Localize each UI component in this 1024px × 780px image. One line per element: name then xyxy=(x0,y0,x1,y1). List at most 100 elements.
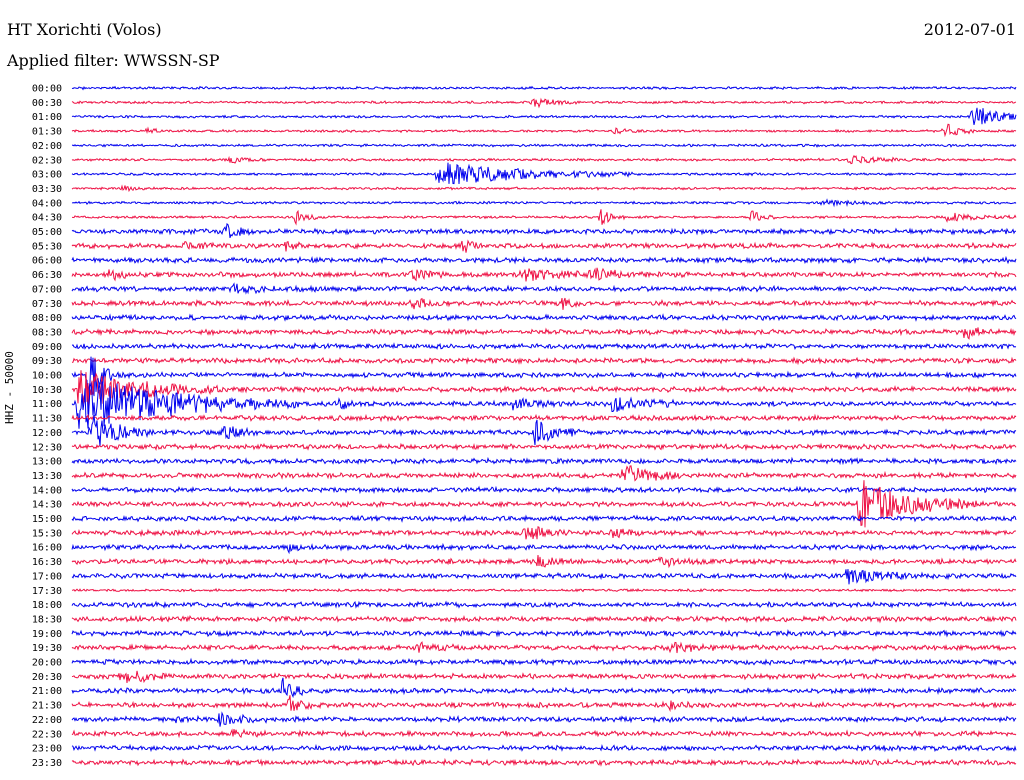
row-time-label: 09:30 xyxy=(32,356,62,367)
row-time-label: 16:30 xyxy=(32,557,62,568)
trace-line xyxy=(71,239,1017,253)
row-time-label: 04:30 xyxy=(32,213,62,224)
row-time-label: 15:00 xyxy=(32,514,62,525)
trace-line xyxy=(71,480,1017,528)
row-time-label: 03:00 xyxy=(32,170,62,181)
trace-line xyxy=(71,413,1017,423)
row-time-label: 02:00 xyxy=(32,141,62,152)
trace-line xyxy=(71,356,1017,415)
trace-line xyxy=(71,542,1017,555)
trace-line xyxy=(71,162,1017,185)
trace-line xyxy=(71,313,1017,322)
trace-line xyxy=(71,282,1017,295)
trace-line xyxy=(71,641,1017,654)
trace-line xyxy=(71,677,1017,699)
trace-line xyxy=(71,456,1017,466)
row-time-label: 19:00 xyxy=(32,629,62,640)
trace-line xyxy=(71,184,1017,193)
trace-line xyxy=(71,381,1017,429)
trace-line xyxy=(71,695,1017,713)
row-time-label: 21:30 xyxy=(32,701,62,712)
row-time-label: 10:30 xyxy=(32,385,62,396)
trace-line xyxy=(71,370,1017,407)
row-time-label: 06:00 xyxy=(32,256,62,267)
row-time-label: 06:30 xyxy=(32,270,62,281)
trace-line xyxy=(71,222,1016,239)
trace-line xyxy=(71,267,1017,282)
row-time-label: 10:00 xyxy=(32,371,62,382)
trace-line xyxy=(71,587,1017,593)
row-time-label: 22:30 xyxy=(32,729,62,740)
trace-line xyxy=(71,657,1017,667)
row-time-label: 16:00 xyxy=(32,543,62,554)
trace-line xyxy=(71,97,1017,109)
trace-line xyxy=(71,526,1017,540)
trace-line xyxy=(71,757,1017,767)
trace-line xyxy=(71,670,1017,684)
row-time-label: 17:30 xyxy=(32,586,62,597)
trace-line xyxy=(71,327,1017,340)
trace-line xyxy=(71,297,1017,310)
trace-line xyxy=(71,614,1017,624)
row-time-label: 03:30 xyxy=(32,184,62,195)
row-time-label: 14:30 xyxy=(32,500,62,511)
trace-line xyxy=(71,555,1017,569)
row-time-label: 20:30 xyxy=(32,672,62,683)
trace-line xyxy=(71,628,1017,638)
trace-line xyxy=(71,514,1017,523)
row-time-label: 12:00 xyxy=(32,428,62,439)
row-time-label: 20:00 xyxy=(32,658,62,669)
row-time-label: 07:30 xyxy=(32,299,62,310)
filter-label: Applied filter: WWSSN-SP xyxy=(7,51,220,70)
trace-line xyxy=(71,600,1017,609)
row-time-label: 18:00 xyxy=(32,600,62,611)
row-time-label: 23:00 xyxy=(32,744,62,755)
row-time-label: 22:00 xyxy=(32,715,62,726)
row-time-label: 13:30 xyxy=(32,471,62,482)
trace-line xyxy=(71,107,1017,126)
trace-line xyxy=(71,356,1017,366)
trace-line xyxy=(71,154,1017,165)
row-time-label: 05:30 xyxy=(32,241,62,252)
row-time-label: 13:00 xyxy=(32,457,62,468)
row-time-label: 00:00 xyxy=(32,84,62,95)
row-time-label: 07:00 xyxy=(32,284,62,295)
row-time-label: 21:00 xyxy=(32,686,62,697)
trace-line xyxy=(71,743,1017,753)
row-time-label: 09:00 xyxy=(32,342,62,353)
trace-line xyxy=(71,442,1017,452)
trace-line xyxy=(71,465,1017,482)
row-time-label: 18:30 xyxy=(32,614,62,625)
trace-line xyxy=(71,711,1017,727)
row-time-label: 15:30 xyxy=(32,528,62,539)
trace-line xyxy=(71,728,1017,739)
trace-line xyxy=(71,85,1017,91)
row-time-label: 17:00 xyxy=(32,571,62,582)
row-time-label: 08:30 xyxy=(32,327,62,338)
station-title: HT Xorichti (Volos) xyxy=(7,20,162,39)
row-time-label: 05:00 xyxy=(32,227,62,238)
row-time-label: 01:00 xyxy=(32,112,62,123)
row-time-label: 23:30 xyxy=(32,758,62,769)
row-time-label: 08:00 xyxy=(32,313,62,324)
trace-line xyxy=(71,123,1017,138)
row-time-label: 02:30 xyxy=(32,155,62,166)
row-time-label: 11:00 xyxy=(32,399,62,410)
trace-line xyxy=(71,415,1017,447)
row-time-label: 19:30 xyxy=(32,643,62,654)
trace-line xyxy=(71,569,1017,585)
trace-line xyxy=(71,255,1017,265)
record-date: 2012-07-01 xyxy=(923,20,1016,39)
row-time-label: 04:00 xyxy=(32,198,62,209)
row-time-label: 00:30 xyxy=(32,98,62,109)
trace-line xyxy=(71,341,1017,351)
trace-line xyxy=(72,209,1017,226)
trace-line xyxy=(71,198,1017,208)
row-time-label: 14:00 xyxy=(32,485,62,496)
row-time-label: 01:30 xyxy=(32,127,62,138)
row-time-label: 11:30 xyxy=(32,414,62,425)
trace-line xyxy=(71,485,1017,495)
row-time-label: 12:30 xyxy=(32,442,62,453)
trace-line xyxy=(71,143,1017,148)
